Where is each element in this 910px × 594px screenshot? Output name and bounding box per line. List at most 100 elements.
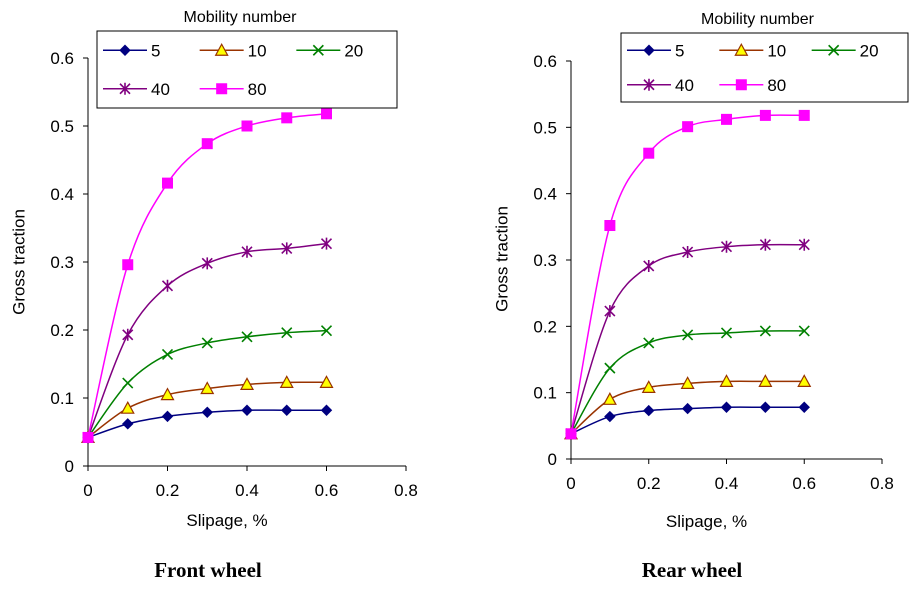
legend-swatch-marker [119, 82, 131, 95]
legend-entry-5: 5 [103, 41, 160, 60]
x-tick-label: 0.8 [394, 481, 418, 500]
series-80-point [241, 120, 253, 132]
series-5-point [604, 410, 616, 423]
legend: Mobility number 5 10 20 40 80 [96, 9, 398, 109]
series-80-point [682, 121, 694, 133]
series-5-point [720, 401, 733, 413]
series-80-point [604, 220, 616, 232]
series-10-point [602, 392, 617, 405]
legend-label: 5 [151, 41, 160, 60]
x-tick-label: 0.6 [792, 474, 816, 493]
legend-entry-80: 80 [199, 80, 267, 99]
legend-entry-40: 40 [627, 76, 694, 95]
series-40-point [759, 238, 771, 251]
series-10-point [120, 400, 135, 414]
series-40-point [320, 237, 333, 250]
legend-swatch-marker [735, 79, 747, 91]
legend-label: 20 [860, 41, 879, 60]
y-tick-label: 0.4 [50, 185, 74, 204]
x-tick-label: 0.4 [235, 481, 259, 500]
series-20-point [720, 327, 733, 339]
y-tick-label: 0.1 [533, 384, 557, 403]
legend-label: 5 [675, 41, 684, 60]
y-tick-label: 0.6 [533, 52, 557, 71]
legend-swatch-marker [312, 44, 324, 56]
legend-swatch-marker [119, 44, 131, 56]
series-80-point [721, 113, 732, 125]
y-tick-label: 0.6 [50, 49, 74, 68]
series-10-point [641, 380, 656, 393]
legend-label: 40 [675, 76, 694, 95]
legend-swatch-marker [216, 83, 228, 95]
series-80-point [759, 109, 771, 121]
series-5-point [241, 404, 253, 416]
legend-swatch-marker [214, 42, 229, 56]
y-tick-label: 0.4 [533, 185, 557, 204]
series-20-point [161, 348, 174, 361]
x-tick-label: 0.2 [156, 481, 180, 500]
x-tick-label: 0.2 [637, 474, 661, 493]
legend-entry-20: 20 [811, 41, 879, 60]
legend-swatch-marker [828, 44, 840, 56]
series-5 [82, 404, 333, 444]
series-5 [565, 401, 810, 440]
series-5-point [759, 401, 772, 413]
series-20-point [798, 325, 810, 337]
y-axis-label: Gross traction [492, 206, 511, 312]
legend-title: Mobility number [184, 9, 298, 26]
series-5-point [281, 404, 293, 416]
y-axis-label: Gross traction [9, 209, 28, 315]
legend-entry-5: 5 [627, 41, 684, 60]
legend-entry-80: 80 [719, 76, 786, 95]
legend-box [96, 30, 398, 109]
series-5-point [681, 402, 694, 415]
series-10-point [758, 374, 773, 387]
x-tick-label: 0.4 [715, 474, 739, 493]
rear-wheel-caption: Rear wheel [641, 558, 743, 582]
series-80-point [798, 109, 810, 121]
series-20-point [759, 325, 771, 337]
series-5-point [161, 410, 174, 423]
series-80-point [82, 431, 94, 443]
legend-entry-20: 20 [296, 41, 363, 60]
x-tick-label: 0.6 [315, 481, 339, 500]
x-tick-label: 0.8 [870, 474, 894, 493]
x-axis-label: Slipage, % [186, 511, 267, 530]
legend-label: 80 [767, 76, 786, 95]
series-40-point [201, 257, 213, 270]
legend-swatch-marker [643, 78, 655, 91]
series-10-point [680, 376, 695, 389]
y-tick-label: 0.2 [50, 321, 74, 340]
series-80 [82, 108, 332, 443]
front-chart: 0 0.1 0.2 0.3 0.4 0.5 0.6 0 0.2 0.4 0.6 0.8 Slipage,… [9, 9, 417, 530]
series-80-point [162, 177, 173, 189]
series-80-point [122, 259, 134, 271]
series-10-point [200, 381, 215, 395]
series-40-point [161, 279, 174, 292]
x-axis-label: Slipage, % [666, 512, 747, 531]
series-20-point [643, 337, 655, 349]
series-40-point [122, 328, 134, 341]
y-tick-label: 0 [65, 457, 74, 476]
series-20-point [604, 362, 616, 374]
series-20-point [320, 325, 333, 337]
series-20-point [241, 331, 253, 343]
x-tick-label: 0 [566, 474, 575, 493]
legend-label: 10 [248, 41, 267, 60]
y-tick-label: 0.5 [533, 118, 557, 137]
legend-label: 40 [151, 80, 170, 99]
series-20-point [122, 377, 134, 389]
series-5-point [320, 404, 333, 416]
legend-box [620, 32, 909, 103]
series-80 [565, 109, 810, 440]
series-10-point [319, 375, 334, 388]
legend-swatch-marker [734, 42, 749, 56]
series-40-point [720, 240, 733, 253]
legend-label: 10 [767, 41, 786, 60]
legend-entry-10: 10 [199, 41, 267, 60]
series-10-point [279, 375, 294, 388]
series-5-point [643, 404, 655, 417]
series-10-point [719, 374, 734, 387]
